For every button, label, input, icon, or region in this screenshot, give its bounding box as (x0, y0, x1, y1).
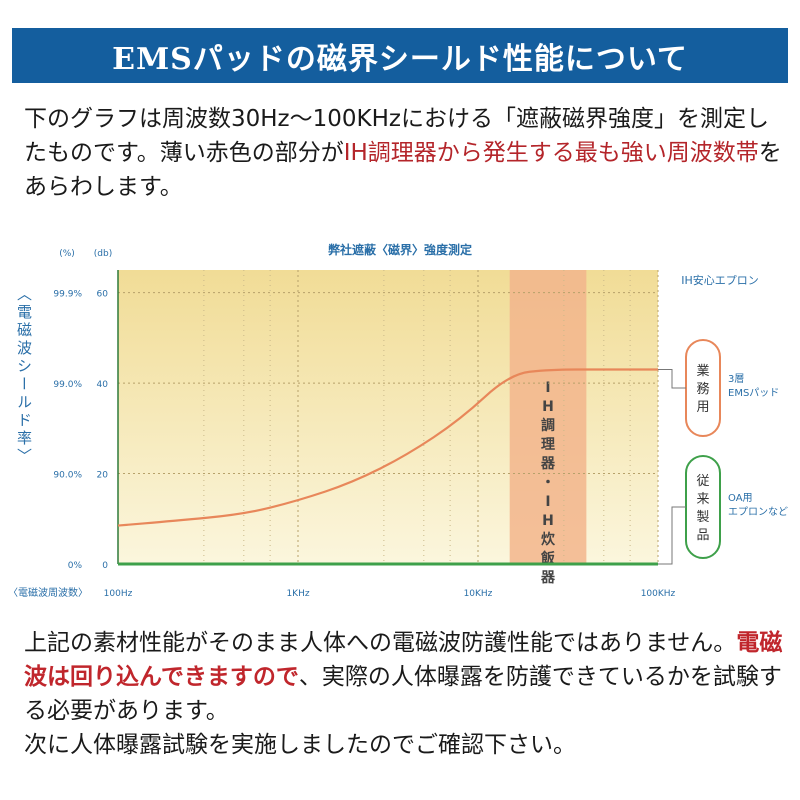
outro-text-2: 、実際の人体曝露を防護できているかを試験する必要があります。 (24, 664, 782, 724)
ih-band-label-char: 器 (540, 456, 556, 472)
ih-band-label-char: I (545, 494, 550, 510)
outro-highlight: 電磁波は回り込んできますので (24, 630, 783, 690)
ih-band-label-char: ・ (541, 475, 555, 491)
y-tick-db: 40 (97, 380, 109, 390)
y-tick-db: 0 (102, 561, 108, 571)
intro-text-2: をあらわします。 (24, 140, 782, 200)
product-label: IH安心エプロン (681, 273, 759, 287)
y-tick-percent: 99.0% (53, 380, 82, 390)
legend-conventional-group-char: 製 (696, 510, 709, 525)
legend-conventional-group-char: 品 (696, 528, 709, 543)
page-title: EMSパッドの磁界シールド性能について (112, 41, 688, 77)
legend-ems-pad-group-char: 務 (696, 382, 709, 397)
legend-conventional-series-name: OA用 (728, 493, 753, 504)
legend-ems-pad-series-name: EMSパッド (728, 387, 779, 399)
outro-paragraph: 上記の素材性能がそのまま人体への電磁波防護性能ではありません。電磁波は回り込んで… (24, 626, 794, 762)
ih-band-label-char: 調 (541, 417, 555, 434)
ih-band-label-char: 炊 (541, 531, 556, 548)
legend-conventional-connector (658, 506, 686, 565)
chart-title: 弊社遮蔽〈磁界〉強度測定 (328, 242, 472, 257)
x-axis-label: 〈電磁波周波数〉 (8, 586, 88, 599)
legend-ems-pad-series-name: 3層 (728, 373, 744, 385)
legend-ems-pad-connector (658, 369, 686, 389)
series-line-ems-pad (117, 368, 658, 527)
outro-text-1: 上記の素材性能がそのまま人体への電磁波防護性能ではありません。 (24, 630, 737, 656)
y-tick-percent: 90.0% (53, 471, 82, 481)
outro-text-3: 次に人体曝露試験を実施しましたのでご確認下さい。 (24, 732, 576, 758)
ih-band-label-char: H (542, 513, 554, 529)
y-unit-db: (db) (94, 249, 112, 259)
intro-paragraph: 下のグラフは周波数30Hz～100KHzにおける「遮蔽磁界強度」を測定したもので… (24, 102, 784, 204)
intro-highlight: IH調理器から発生する最も強い周波数帯 (343, 140, 759, 166)
intro-text-1: 下のグラフは周波数30Hz～100KHzにおける「遮蔽磁界強度」を測定したもので… (24, 106, 769, 166)
y-tick-db: 20 (97, 471, 109, 481)
legend-conventional-group-char: 従 (696, 474, 709, 489)
legend-conventional-series-name: エプロンなど (728, 506, 788, 518)
legend-ems-pad-group-char: 用 (696, 400, 709, 415)
ih-band-label-char: H (542, 399, 554, 415)
ih-band (509, 270, 587, 564)
y-tick-percent: 99.9% (53, 290, 82, 300)
legend-ems-pad-group-char: 業 (696, 363, 709, 379)
y-axis-label: 〈電磁波シールド率〉 (15, 286, 33, 466)
x-tick: 100KHz (641, 589, 676, 599)
y-tick-db: 60 (97, 290, 109, 300)
legend-conventional-group-char: 来 (696, 492, 709, 507)
ih-band-label-char: 器 (540, 570, 556, 586)
x-tick: 10KHz (464, 589, 493, 599)
x-tick: 1KHz (286, 589, 309, 599)
ih-band-label-char: 理 (541, 437, 555, 453)
x-tick: 100Hz (104, 589, 133, 599)
y-unit-percent: (%) (59, 249, 75, 259)
ih-band-label-char: I (545, 380, 550, 396)
y-tick-percent: 0% (68, 561, 83, 571)
title-banner: EMSパッドの磁界シールド性能について (12, 28, 788, 83)
